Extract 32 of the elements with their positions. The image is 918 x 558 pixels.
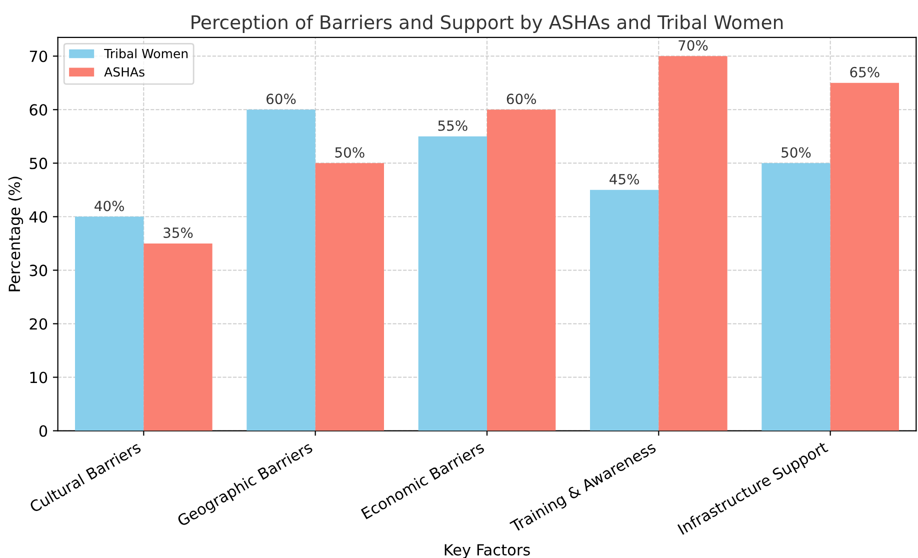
data-label: 55% <box>438 120 468 131</box>
data-label: 65% <box>850 66 880 78</box>
bar <box>246 110 316 431</box>
bar <box>830 82 899 431</box>
chart-title: Perception of Barriers and Support by ASHAs and Tribal Women <box>192 14 783 33</box>
data-label: 45% <box>610 174 639 184</box>
bar <box>315 163 384 431</box>
data-label: 35% <box>164 227 193 238</box>
bar <box>144 243 212 431</box>
data-label: 60% <box>266 94 296 104</box>
bar <box>418 136 487 431</box>
y-tick-label: 10 <box>30 372 48 384</box>
y-tick-label: 70 <box>30 50 48 62</box>
data-label: 50% <box>335 147 364 158</box>
legend-label: ASHAs <box>104 67 144 77</box>
y-tick-label: 0 <box>39 425 48 437</box>
data-label: 70% <box>678 40 708 51</box>
y-tick-label: 30 <box>30 264 48 276</box>
y-tick-label: 20 <box>30 318 48 330</box>
bar <box>590 190 659 431</box>
bar <box>487 110 556 431</box>
y-axis-title: Percentage (%) <box>8 176 24 292</box>
y-tick-label: 40 <box>29 211 48 223</box>
bar <box>762 163 830 431</box>
data-label: 60% <box>506 94 536 104</box>
data-label: 40% <box>94 200 124 212</box>
legend-label: Tribal Women <box>104 48 188 58</box>
y-tick-label: 50 <box>30 158 48 170</box>
bar <box>658 56 728 431</box>
data-label: 50% <box>782 147 811 158</box>
bar <box>75 216 144 431</box>
y-tick-label: 60 <box>30 104 48 116</box>
